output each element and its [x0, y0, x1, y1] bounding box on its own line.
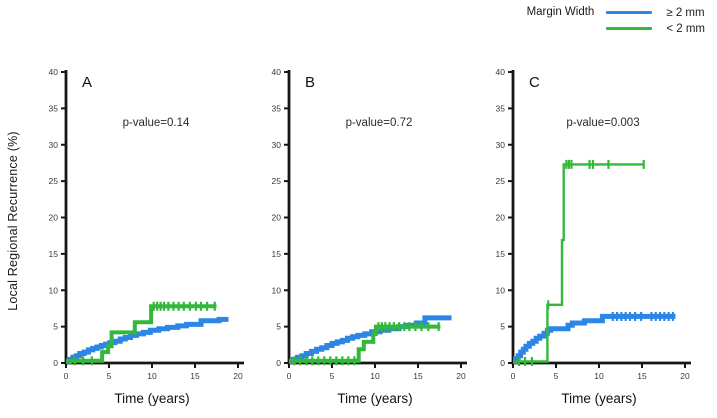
y-tick-label: 30	[49, 140, 59, 150]
curve-ge2mm	[289, 315, 452, 364]
curve-ge2mm	[513, 313, 676, 364]
y-tick-label: 15	[49, 249, 59, 259]
legend-entry-lt2mm: < 2 mm	[606, 21, 705, 36]
y-tick-label: 10	[496, 285, 506, 295]
x-tick-label: 10	[370, 371, 380, 381]
curve-lt2mm	[66, 304, 217, 363]
y-tick-label: 25	[272, 176, 282, 186]
curve-lt2mm	[289, 324, 441, 363]
y-tick-label: 35	[49, 103, 59, 113]
legend-line-lt2mm-icon	[606, 27, 653, 30]
y-tick-label: 5	[53, 322, 58, 332]
y-tick-label: 5	[500, 322, 505, 332]
x-axis-title: Time (years)	[337, 391, 412, 406]
x-axis-title: Time (years)	[114, 391, 189, 406]
x-tick-label: 5	[554, 371, 559, 381]
panel-letter: B	[305, 74, 316, 91]
y-tick-label: 15	[272, 249, 282, 259]
x-tick-label: 10	[147, 371, 157, 381]
y-tick-label: 10	[272, 285, 282, 295]
panel-letter: C	[529, 74, 540, 91]
panel-c: 0 5 10 15 20 25 30 35 40 0 5 10 15 20 Time (years) Cp-v…	[496, 67, 691, 406]
legend-label-lt2mm: < 2 mm	[666, 22, 705, 35]
y-tick-label: 40	[272, 67, 282, 77]
x-tick-label: 15	[637, 371, 647, 381]
p-value-annotation: p-value=0.14	[123, 117, 190, 129]
y-tick-label: 40	[496, 67, 506, 77]
y-tick-label: 0	[500, 358, 505, 368]
y-tick-label: 30	[272, 140, 282, 150]
curve-lt2mm	[513, 163, 645, 363]
x-tick-label: 20	[680, 371, 690, 381]
y-tick-label: 20	[272, 213, 282, 223]
panel-b: 0 5 10 15 20 25 30 35 40 0 5 10 15 20 Time (years) Bp-v…	[272, 67, 467, 406]
legend-title: Margin Width	[526, 6, 595, 18]
legend: Margin Width ≥ 2 mm < 2 mm	[527, 5, 705, 36]
x-tick-label: 10	[594, 371, 604, 381]
y-tick-label: 20	[49, 213, 59, 223]
x-tick-label: 20	[456, 371, 466, 381]
y-tick-label: 0	[53, 358, 58, 368]
p-value-annotation: p-value=0.003	[566, 117, 639, 129]
x-tick-label: 0	[287, 371, 292, 381]
x-tick-label: 15	[190, 371, 200, 381]
legend-entry-ge2mm: ≥ 2 mm	[606, 5, 705, 20]
y-tick-label: 35	[496, 103, 506, 113]
y-tick-label: 0	[276, 358, 281, 368]
p-value-annotation: p-value=0.72	[346, 117, 413, 129]
legend-line-ge2mm-icon	[606, 11, 653, 14]
x-tick-label: 15	[413, 371, 423, 381]
x-tick-label: 20	[233, 371, 243, 381]
panel-letter: A	[82, 74, 93, 91]
x-tick-label: 5	[107, 371, 112, 381]
x-tick-label: 0	[511, 371, 516, 381]
y-tick-label: 35	[272, 103, 282, 113]
y-tick-label: 10	[49, 285, 59, 295]
legend-label-ge2mm: ≥ 2 mm	[666, 6, 705, 19]
curve-ge2mm	[66, 316, 229, 364]
y-tick-label: 40	[49, 67, 59, 77]
x-tick-label: 5	[330, 371, 335, 381]
y-tick-label: 30	[496, 140, 506, 150]
y-tick-label: 15	[496, 249, 506, 259]
y-tick-label: 20	[496, 213, 506, 223]
x-axis-title: Time (years)	[561, 391, 636, 406]
x-tick-label: 0	[64, 371, 69, 381]
panel-a: 0 5 10 15 20 25 30 35 40 0 5 10 15 20 Time (years) Ap-v…	[49, 67, 244, 406]
y-tick-label: 25	[49, 176, 59, 186]
legend-entries: ≥ 2 mm < 2 mm	[606, 5, 705, 36]
y-tick-label: 25	[496, 176, 506, 186]
y-tick-label: 5	[276, 322, 281, 332]
